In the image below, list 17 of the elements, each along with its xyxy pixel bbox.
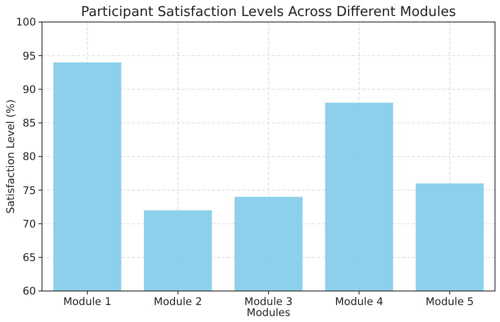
y-tick-label: 70 bbox=[22, 218, 36, 230]
y-tick-label: 95 bbox=[22, 50, 36, 62]
y-tick-label: 80 bbox=[22, 151, 36, 164]
y-tick-label: 90 bbox=[22, 84, 36, 96]
y-tick-label: 75 bbox=[22, 184, 36, 197]
y-tick-label: 85 bbox=[22, 118, 36, 130]
y-tick-label: 60 bbox=[22, 286, 36, 298]
x-tick-label: Module 3 bbox=[244, 296, 293, 308]
x-tick-label: Module 4 bbox=[335, 296, 384, 308]
y-axis-title: Satisfaction Level (%) bbox=[5, 99, 17, 214]
y-tick-label: 65 bbox=[22, 252, 36, 264]
x-axis-title: Modules bbox=[246, 307, 290, 319]
x-tick-label: Module 1 bbox=[63, 296, 112, 308]
chart-title: Participant Satisfaction Levels Across Different Modules bbox=[81, 4, 456, 20]
x-tick-label: Module 5 bbox=[426, 296, 474, 308]
x-tick-label: Module 2 bbox=[154, 296, 202, 308]
y-tick-label: 100 bbox=[16, 16, 36, 29]
